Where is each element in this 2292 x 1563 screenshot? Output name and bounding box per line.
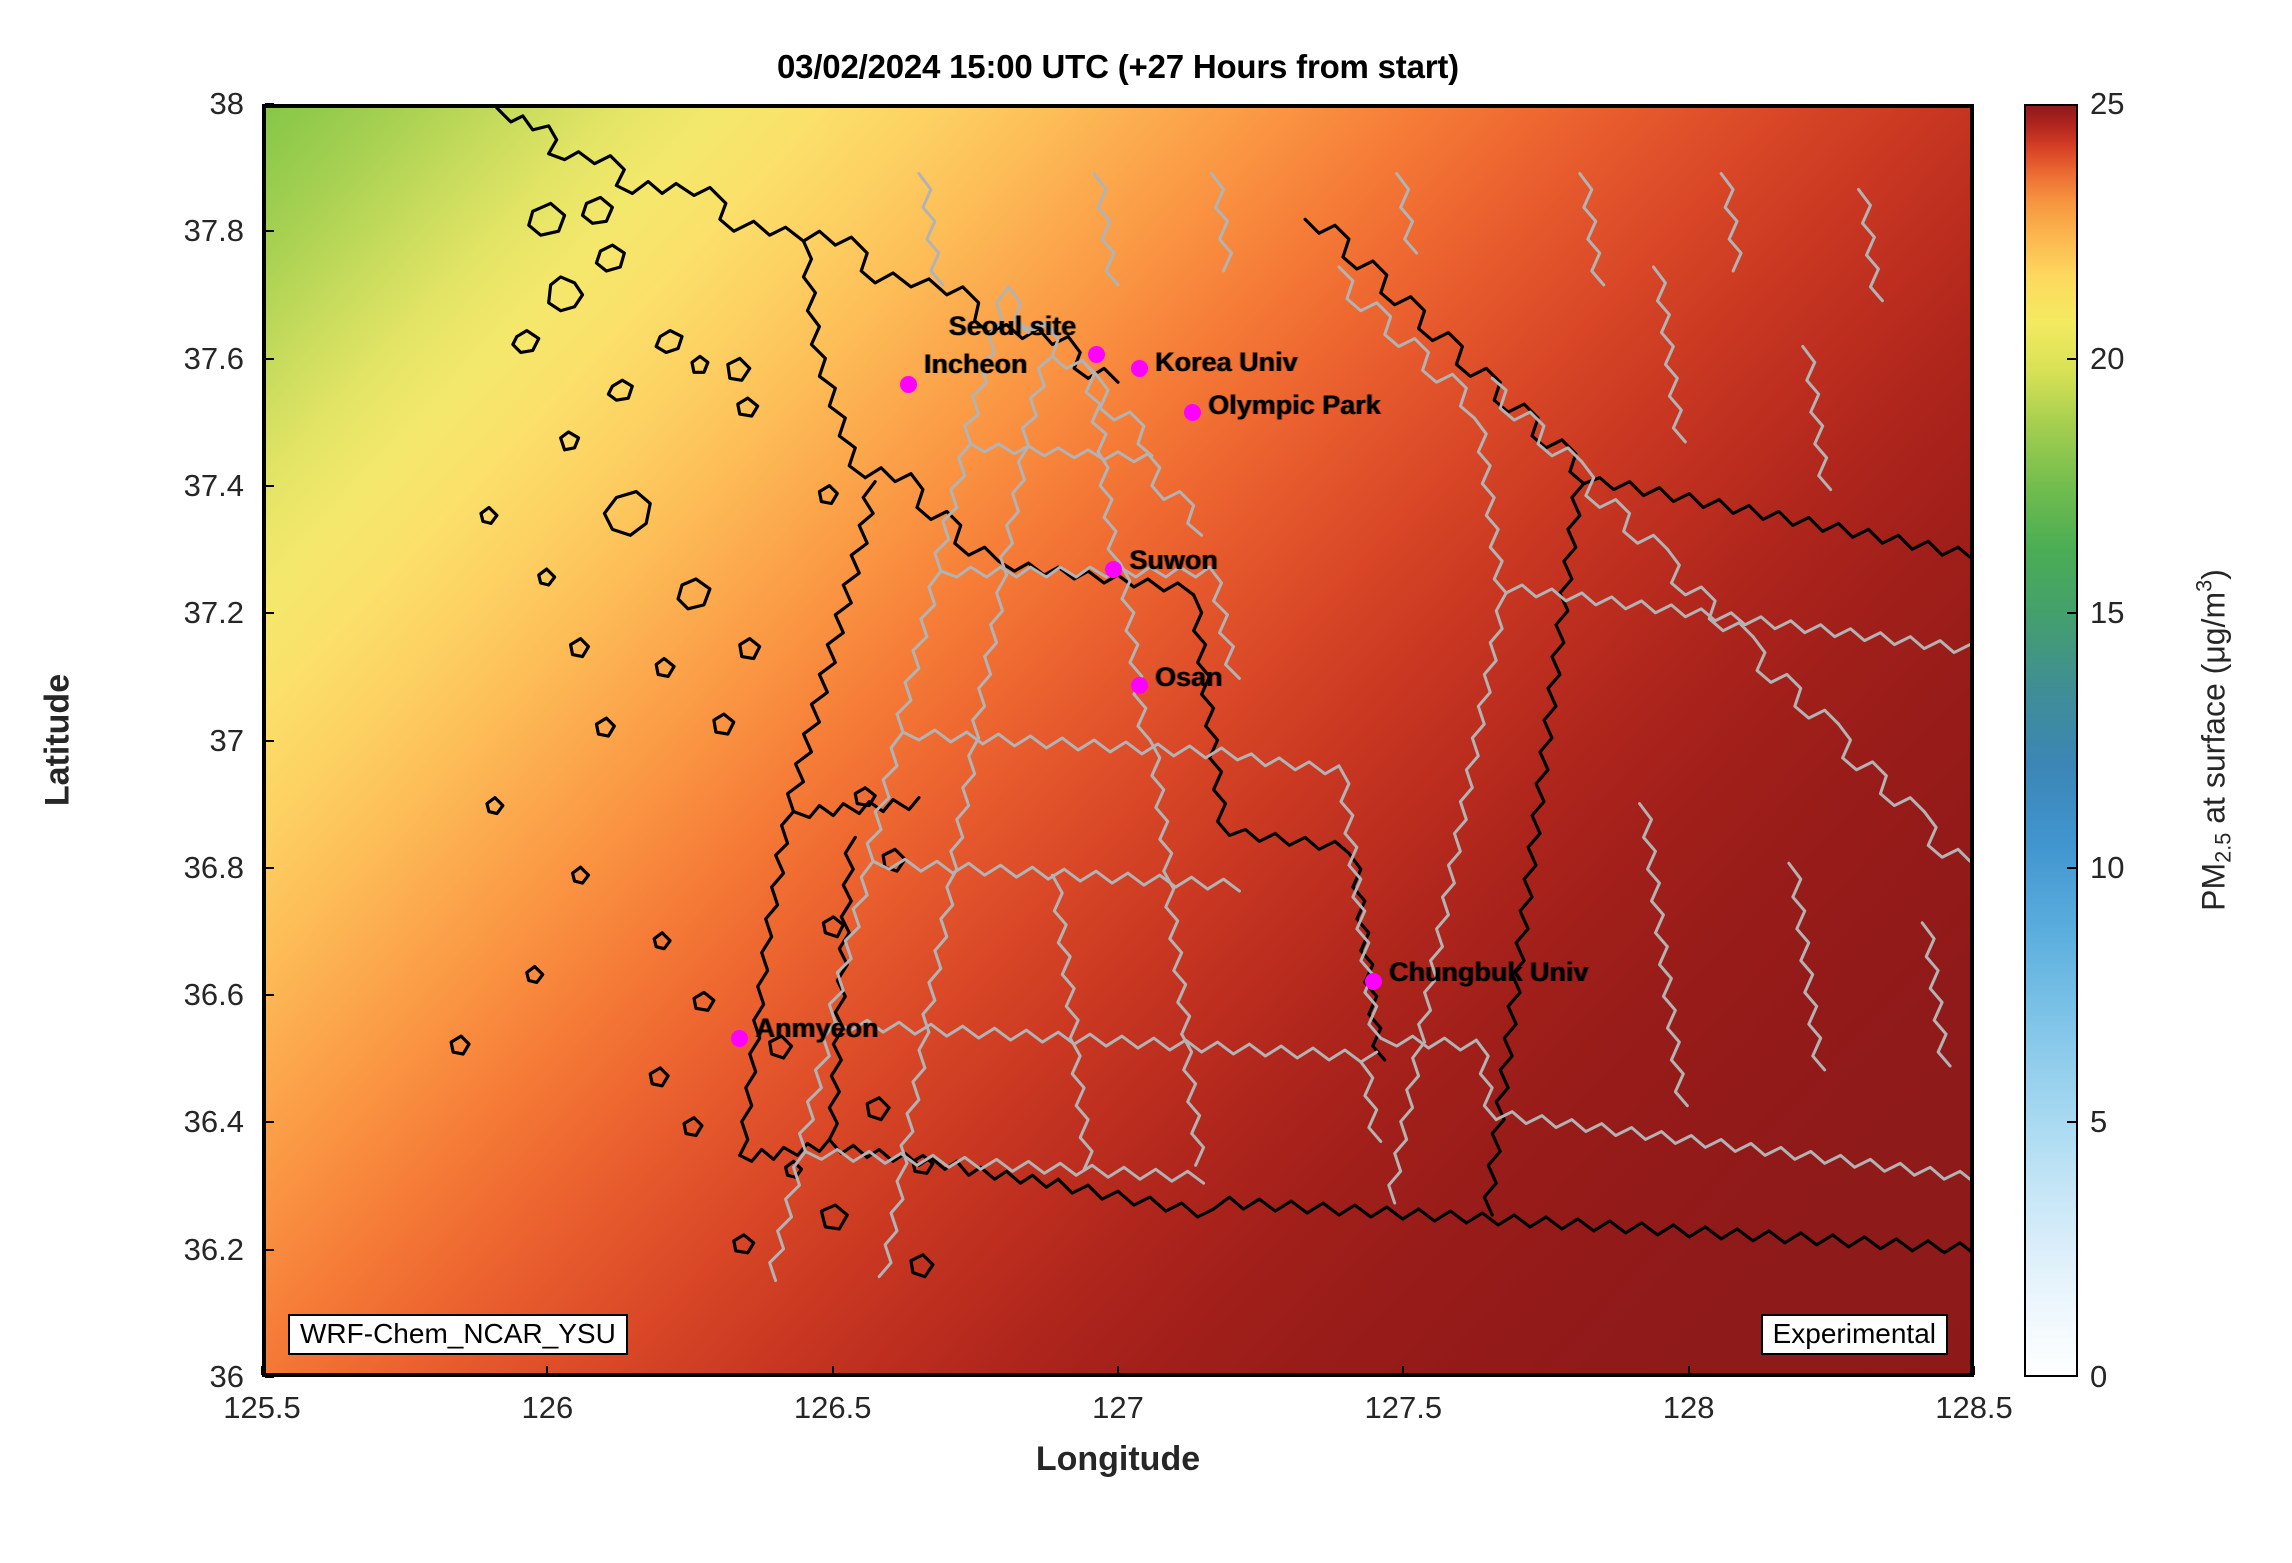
colorbar-title-superscript: 3: [2191, 579, 2217, 592]
y-tick-mark: [265, 357, 274, 360]
colorbar-tick-label: 25: [2090, 86, 2125, 121]
status-annotation-box: Experimental: [1760, 1313, 1948, 1355]
y-tick-mark: [265, 739, 274, 742]
colorbar-tick-label: 20: [2090, 340, 2125, 376]
admin-boundary-layer: [768, 172, 1970, 1283]
site-marker[interactable]: [1364, 972, 1382, 990]
y-tick-label: 36.4: [183, 1104, 244, 1140]
x-tick-label: 125.5: [223, 1390, 301, 1425]
site-label: Anmyeon: [755, 1012, 879, 1043]
model-annotation-box: WRF-Chem_NCAR_YSU: [288, 1313, 628, 1355]
site-marker[interactable]: [1183, 403, 1201, 421]
colorbar-tick-mark: [2067, 1121, 2078, 1124]
x-tick-mark: [1402, 1366, 1405, 1375]
x-tick-label: 127: [1092, 1390, 1144, 1425]
site-label: Chungbuk Univ: [1389, 957, 1589, 988]
y-tick-mark: [265, 1376, 274, 1378]
colorbar-title-subscript: 2.5: [2210, 832, 2236, 863]
y-tick-mark: [265, 230, 274, 233]
site-label: Korea Univ: [1155, 346, 1298, 377]
site-marker[interactable]: [731, 1030, 749, 1048]
site-marker[interactable]: [1104, 560, 1122, 578]
x-tick-mark: [546, 1366, 549, 1375]
y-tick-mark: [265, 484, 274, 487]
site-marker[interactable]: [1130, 677, 1148, 695]
colorbar-gradient: [2024, 104, 2078, 1377]
y-axis-title: Latitude: [38, 673, 77, 807]
x-tick-mark: [1117, 1366, 1119, 1375]
y-tick-mark: [265, 612, 274, 615]
site-label: Olympic Park: [1208, 390, 1381, 421]
colorbar-tick-mark: [2067, 866, 2078, 869]
colorbar-title-prefix: PM: [2195, 862, 2232, 911]
x-tick-mark: [1687, 1366, 1690, 1375]
map-plot-area[interactable]: Seoul site Incheon Korea Univ Olympic Park S…: [262, 104, 1974, 1377]
y-tick-label: 37.8: [183, 213, 244, 249]
y-tick-label: 36: [209, 1359, 244, 1394]
x-tick-mark: [1973, 1366, 1975, 1375]
y-tick-mark: [265, 1248, 274, 1251]
map-vector-overlay: [449, 108, 1970, 1283]
site-label: Osan: [1155, 661, 1223, 692]
page-title: 03/02/2024 15:00 UTC (+27 Hours from sta…: [777, 48, 1459, 85]
colorbar-title-suffix: ): [2195, 569, 2232, 580]
y-tick-label: 38: [209, 86, 244, 121]
site-marker[interactable]: [899, 376, 917, 394]
y-tick-label: 36.2: [183, 1231, 244, 1267]
y-tick-label: 37.4: [183, 467, 244, 503]
pm25-concentration-field: [266, 108, 1970, 1373]
site-label: Incheon: [924, 348, 1028, 379]
y-tick-label: 37.6: [183, 340, 244, 376]
colorbar-tick-label: 15: [2090, 595, 2125, 631]
x-tick-label: 128.5: [1935, 1390, 2013, 1425]
x-tick-label: 127.5: [1364, 1390, 1443, 1425]
site-label: Seoul site: [948, 310, 1077, 341]
x-axis-title: Longitude: [1035, 1440, 1201, 1478]
x-tick-label: 126.5: [793, 1390, 872, 1425]
y-tick-label: 37: [209, 722, 244, 758]
y-tick-label: 36.6: [183, 977, 244, 1013]
colorbar-tick-mark: [2067, 357, 2078, 360]
y-tick-label: 36.8: [183, 849, 244, 885]
coastline-layer: [449, 108, 1970, 1279]
y-tick-mark: [265, 866, 274, 869]
colorbar-title-mid: at surface (μg/m: [2195, 591, 2232, 833]
colorbar-tick-mark: [2067, 612, 2078, 615]
x-tick-mark: [261, 1366, 263, 1375]
x-tick-label: 128: [1662, 1390, 1715, 1425]
y-tick-label: 37.2: [183, 595, 244, 631]
y-tick-mark: [265, 994, 274, 997]
y-tick-mark: [265, 103, 274, 105]
site-label: Suwon: [1129, 545, 1218, 576]
y-tick-mark: [265, 1121, 274, 1124]
site-marker[interactable]: [1087, 346, 1105, 364]
site-marker[interactable]: [1130, 360, 1148, 378]
colorbar-tick-label: 10: [2090, 849, 2125, 885]
colorbar[interactable]: 0 5 10 15 20 25: [2024, 86, 2124, 1394]
x-tick-label: 126: [521, 1390, 574, 1425]
colorbar-tick-label: 0: [2090, 1359, 2108, 1394]
x-tick-mark: [831, 1366, 834, 1375]
colorbar-title: PM2.5 at surface (μg/m3): [2192, 569, 2237, 911]
colorbar-tick-label: 5: [2090, 1104, 2108, 1140]
